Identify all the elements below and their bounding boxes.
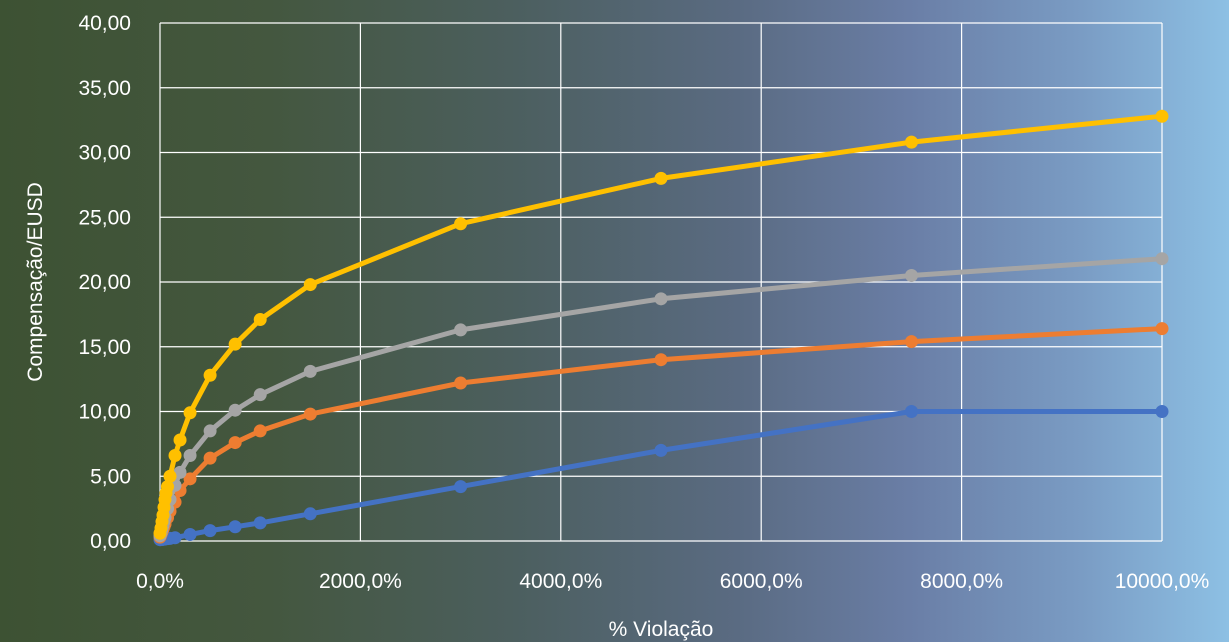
y-tick-label: 20,00 bbox=[78, 271, 131, 294]
data-point bbox=[1155, 109, 1169, 123]
data-point bbox=[454, 217, 468, 231]
y-axis-tick-labels: 0,00 5,00 10,00 15,00 20,00 25,00 30,00 35,00 40… bbox=[78, 12, 131, 553]
x-tick-label: 10000,0% bbox=[1115, 570, 1210, 593]
data-point bbox=[654, 443, 668, 457]
data-point bbox=[253, 424, 267, 438]
data-point bbox=[168, 531, 182, 545]
series-1 bbox=[153, 405, 1169, 547]
x-tick-label: 6000,0% bbox=[720, 570, 803, 593]
y-tick-label: 30,00 bbox=[78, 142, 131, 165]
x-axis-tick-labels: 0,0% 2000,0% 4000,0% 6000,0% 8000,0% 10000,0% bbox=[136, 570, 1209, 593]
data-point bbox=[654, 292, 668, 306]
data-point bbox=[183, 449, 197, 463]
data-point bbox=[183, 472, 197, 486]
data-point bbox=[203, 424, 217, 438]
data-point bbox=[228, 520, 242, 534]
y-tick-label: 25,00 bbox=[78, 206, 131, 229]
data-point bbox=[454, 376, 468, 390]
series-3 bbox=[153, 252, 1169, 543]
data-point bbox=[228, 403, 242, 417]
data-point bbox=[253, 313, 267, 327]
x-tick-label: 0,0% bbox=[136, 570, 184, 593]
data-point bbox=[654, 171, 668, 185]
data-point bbox=[253, 516, 267, 530]
data-point bbox=[1155, 405, 1169, 418]
data-point bbox=[303, 507, 317, 521]
data-point bbox=[183, 528, 197, 542]
y-tick-label: 0,00 bbox=[90, 530, 131, 553]
data-point bbox=[454, 480, 468, 494]
x-axis-title: % Violação bbox=[609, 618, 714, 641]
data-point bbox=[905, 269, 918, 283]
y-tick-label: 35,00 bbox=[78, 77, 131, 100]
data-point bbox=[905, 135, 918, 149]
data-point bbox=[253, 388, 267, 402]
data-point bbox=[203, 524, 217, 538]
y-tick-label: 10,00 bbox=[78, 401, 131, 424]
data-point bbox=[228, 436, 242, 450]
data-point bbox=[183, 406, 197, 420]
series-group bbox=[153, 109, 1169, 547]
x-tick-label: 8000,0% bbox=[920, 570, 1003, 593]
data-point bbox=[905, 335, 918, 349]
data-point bbox=[173, 433, 187, 447]
data-point bbox=[303, 278, 317, 292]
data-point bbox=[905, 405, 918, 418]
data-point bbox=[1155, 322, 1169, 336]
y-axis-title: Compensação/EUSD bbox=[24, 182, 47, 382]
data-point bbox=[173, 465, 187, 479]
x-tick-label: 2000,0% bbox=[319, 570, 402, 593]
y-tick-label: 15,00 bbox=[78, 336, 131, 359]
data-point bbox=[168, 449, 182, 463]
data-point bbox=[203, 451, 217, 465]
data-point bbox=[303, 364, 317, 378]
y-tick-label: 40,00 bbox=[78, 12, 131, 35]
data-point bbox=[454, 323, 468, 337]
data-point bbox=[228, 337, 242, 351]
series-4 bbox=[153, 109, 1169, 540]
data-point bbox=[303, 407, 317, 421]
series-line bbox=[157, 409, 1165, 543]
x-tick-label: 4000,0% bbox=[519, 570, 602, 593]
data-point bbox=[203, 368, 217, 382]
data-point bbox=[163, 469, 177, 483]
data-point bbox=[161, 480, 175, 494]
data-point bbox=[1155, 252, 1169, 266]
y-tick-label: 5,00 bbox=[90, 465, 131, 488]
data-point bbox=[654, 353, 668, 367]
